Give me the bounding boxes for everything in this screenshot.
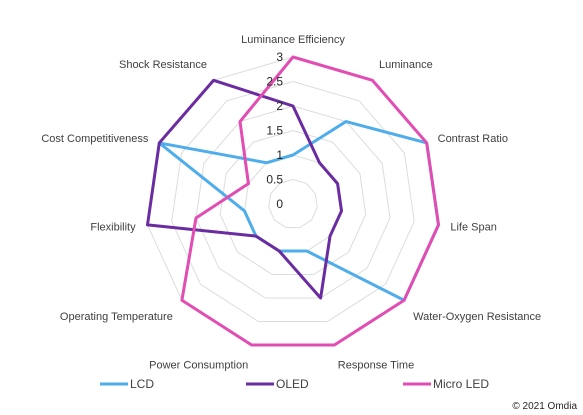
- legend-label: LCD: [130, 377, 154, 391]
- copyright-credit: © 2021 Omdia: [512, 401, 577, 412]
- radar-grid: [146, 56, 440, 346]
- grid-ring: [219, 129, 367, 276]
- axis-label: Response Time: [338, 360, 414, 372]
- axis-label: Luminance Efficiency: [241, 34, 345, 46]
- radar-series: [145, 55, 441, 347]
- axis-label: Power Consumption: [149, 360, 248, 372]
- axis-label: Life Span: [450, 222, 496, 234]
- legend-label: Micro LED: [433, 377, 489, 391]
- tick-label: 2: [276, 99, 283, 113]
- tick-label: 1: [276, 148, 283, 162]
- axis-labels: Luminance Efficiency Luminance Contrast Ra…: [41, 34, 541, 372]
- series-line-micro-led: [180, 55, 441, 347]
- legend: LCD OLED Micro LED: [100, 377, 489, 391]
- axis-label: Luminance: [379, 59, 433, 71]
- legend-label: OLED: [276, 377, 309, 391]
- axis-label: Contrast Ratio: [438, 133, 508, 145]
- grid-ring: [146, 56, 440, 346]
- grid-ring: [171, 80, 415, 323]
- axis-label: Shock Resistance: [119, 59, 207, 71]
- grid-ring: [268, 178, 318, 229]
- grid-ring: [195, 105, 391, 299]
- axis-label: Flexibility: [90, 222, 136, 234]
- series-line-lcd: [157, 120, 441, 302]
- tick-label: 1.5: [266, 124, 283, 138]
- radial-tick-labels: 0 0.5 1 1.5 2 2.5 3: [266, 50, 283, 211]
- axis-label: Operating Temperature: [60, 311, 173, 323]
- axis-label: Water-Oxygen Resistance: [413, 311, 541, 323]
- tick-label: 2.5: [266, 75, 283, 89]
- tick-label: 0.5: [266, 173, 283, 187]
- tick-label: 3: [276, 50, 283, 64]
- axis-label: Cost Competitiveness: [41, 133, 148, 145]
- tick-label: 0: [276, 197, 283, 211]
- series-line-oled: [145, 78, 344, 300]
